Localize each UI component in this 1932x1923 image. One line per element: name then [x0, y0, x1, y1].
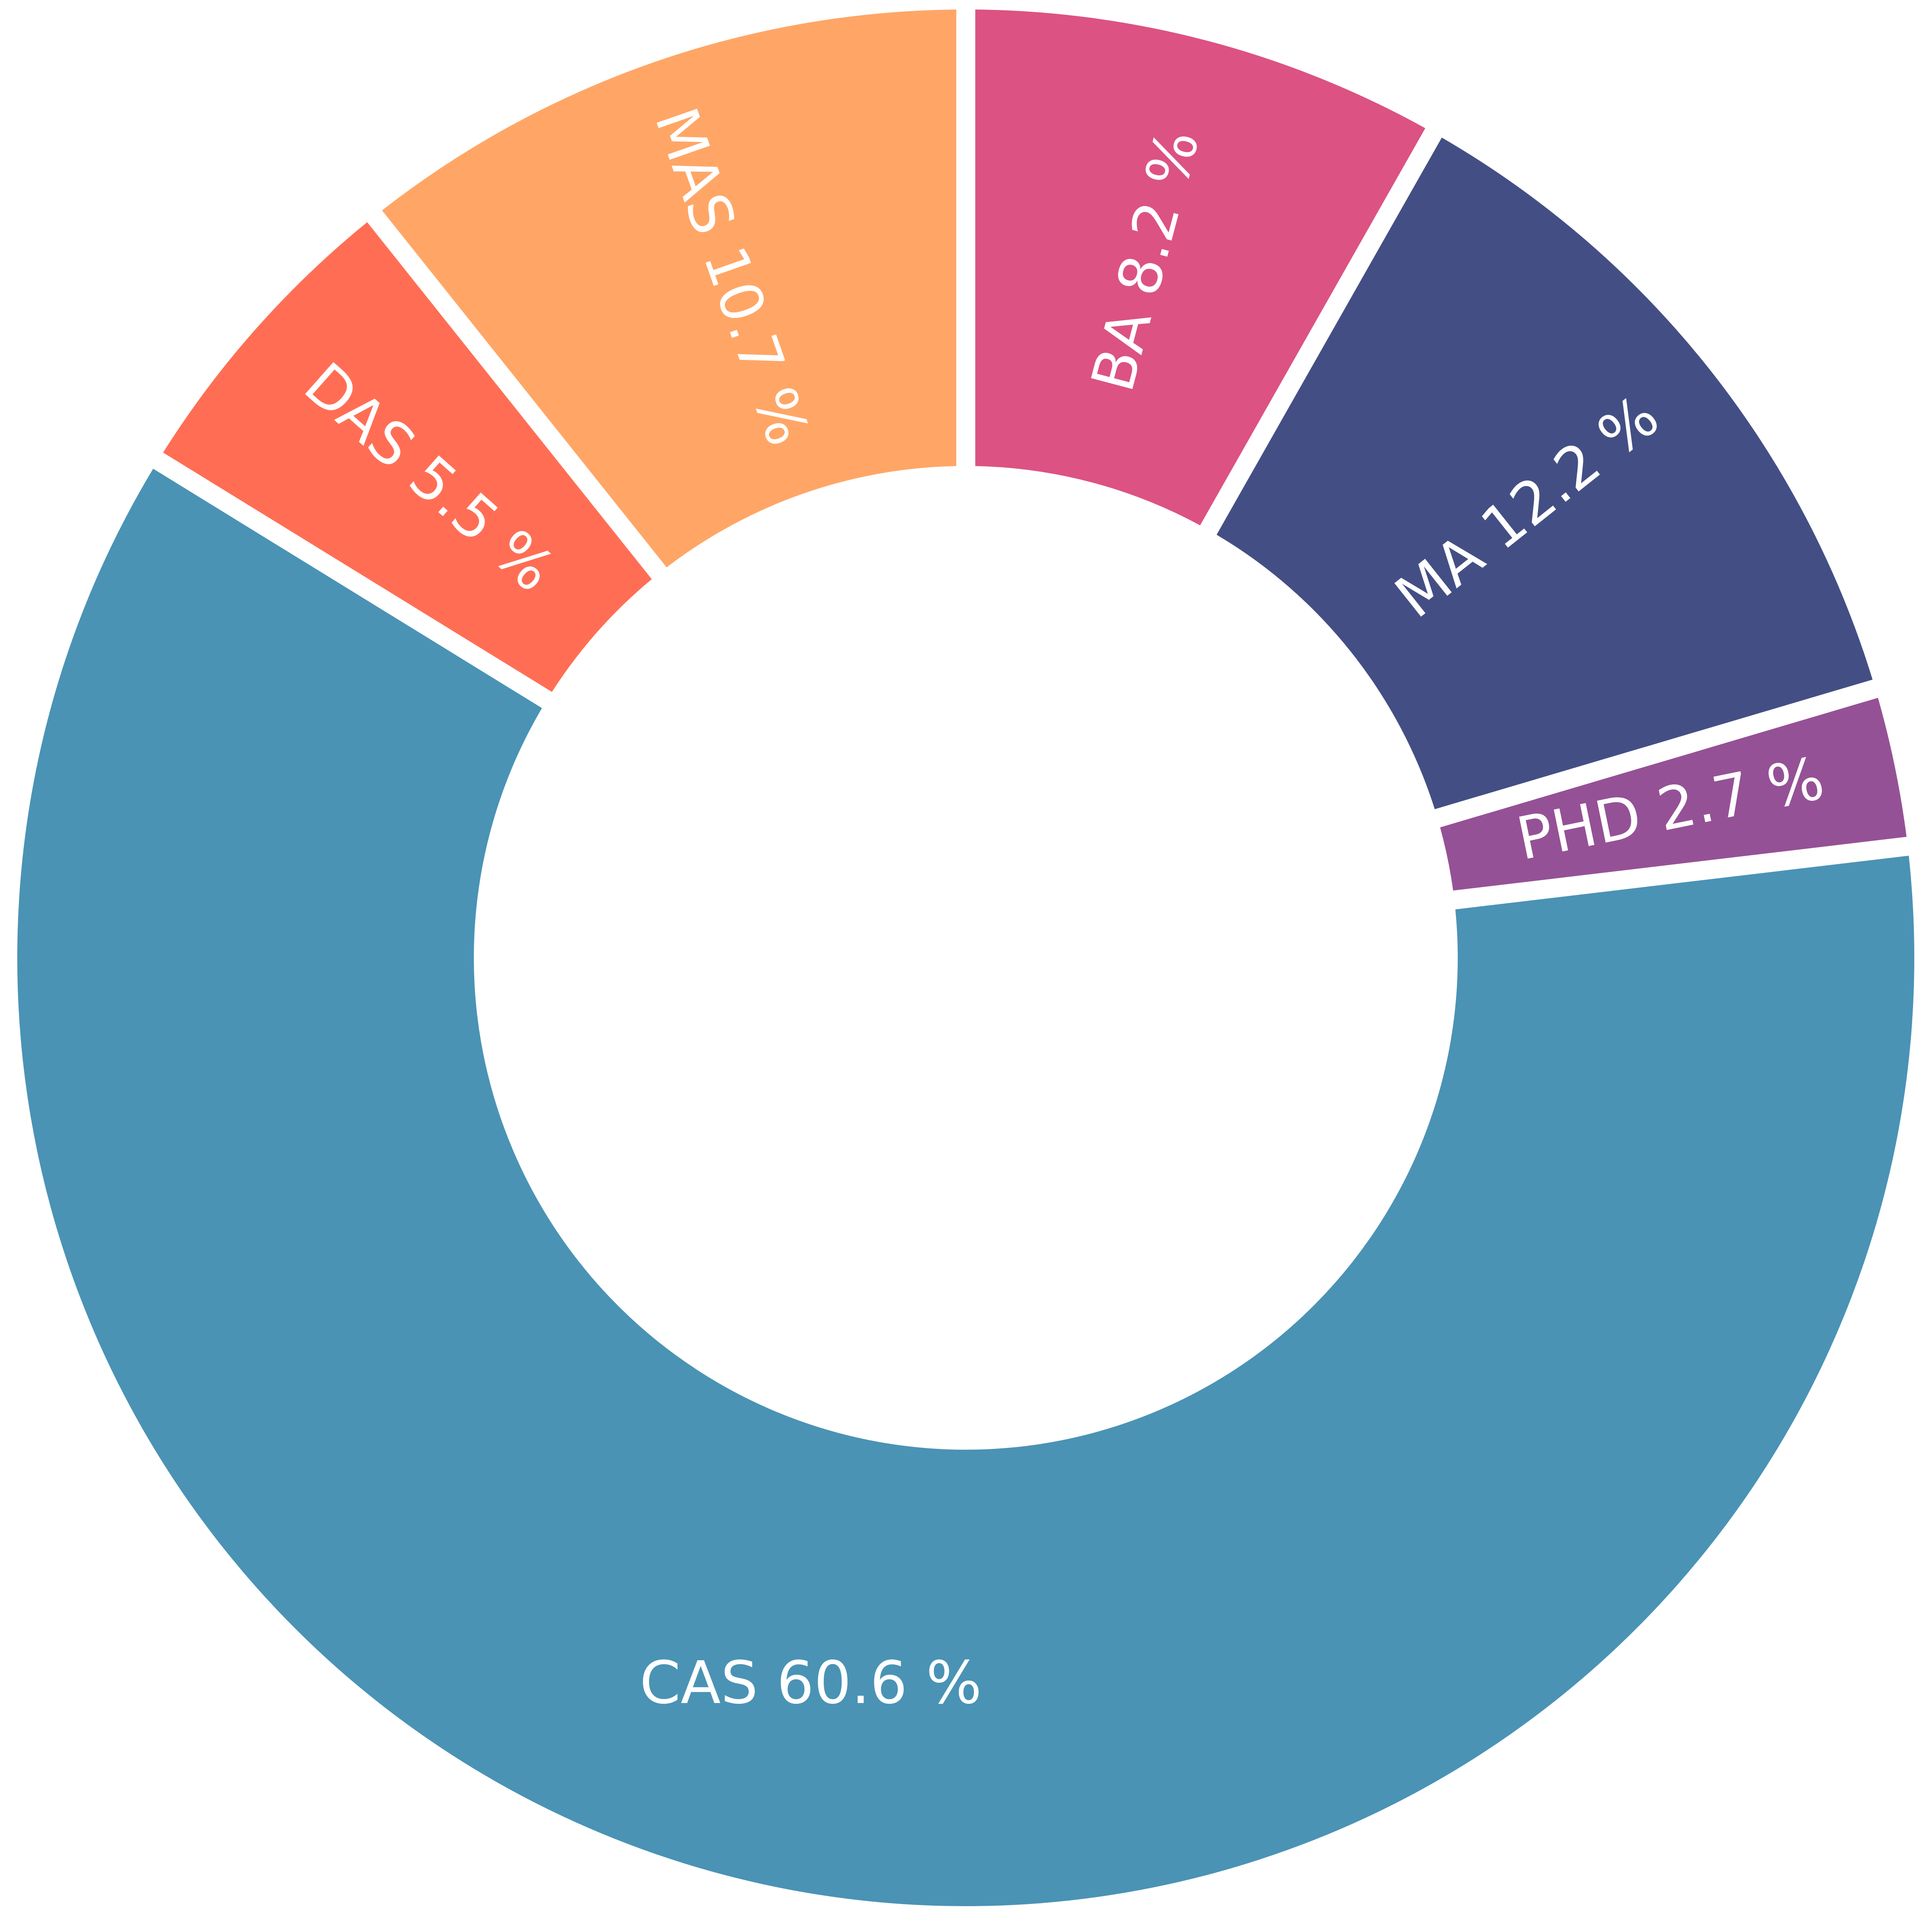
slice-label-cas: CAS 60.6 % — [640, 1649, 982, 1717]
slice-das — [163, 222, 652, 692]
slices-layer — [17, 9, 1915, 1906]
slice-mas — [382, 9, 957, 568]
slice-ma — [1217, 137, 1873, 809]
slice-cas — [17, 469, 1915, 1906]
slice-phd — [1440, 698, 1907, 891]
slice-ba — [975, 9, 1425, 526]
